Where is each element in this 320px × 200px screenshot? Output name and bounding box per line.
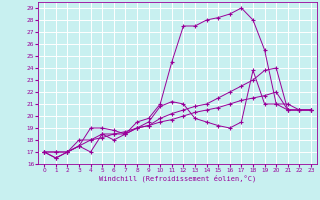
X-axis label: Windchill (Refroidissement éolien,°C): Windchill (Refroidissement éolien,°C) [99, 175, 256, 182]
